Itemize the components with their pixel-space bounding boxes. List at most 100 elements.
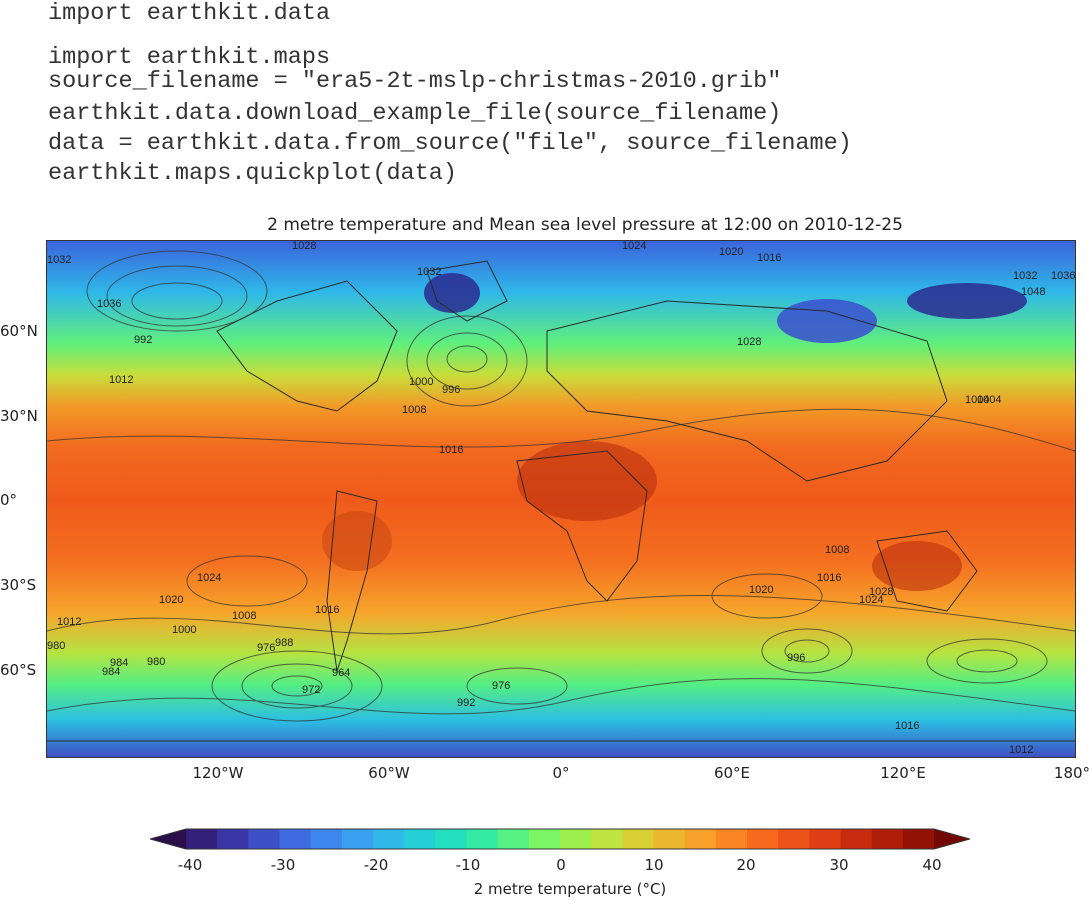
isobar-label: 1032 <box>417 266 441 278</box>
isobar-label: 980 <box>147 656 165 668</box>
colorbar-segment <box>840 829 873 849</box>
colorbar-segment <box>248 829 280 849</box>
colorbar-tick: 10 <box>644 856 664 874</box>
lon-label-120e: 120°E <box>880 764 926 782</box>
isobar-label: 1020 <box>159 594 183 606</box>
colorbar-segment <box>902 829 935 849</box>
isobar-label: 976 <box>492 680 510 692</box>
code-line-quickplot: earthkit.maps.quickplot(data) <box>48 160 457 187</box>
temperature-colorbar <box>150 828 970 850</box>
isobar-label: 996 <box>787 652 805 664</box>
lat-label-60s: 60°S <box>0 661 37 679</box>
isobar-label: 1008 <box>402 404 426 416</box>
map-title: 2 metre temperature and Mean sea level p… <box>267 215 903 235</box>
lon-label-180: 180° <box>1053 764 1090 782</box>
colorbar-segment <box>560 829 592 849</box>
isobar-label: 996 <box>442 384 460 396</box>
isobar-label: 1016 <box>895 720 919 732</box>
colorbar-extend-min <box>150 829 186 849</box>
lat-label-30n: 30°N <box>0 407 38 425</box>
colorbar-segment <box>747 829 779 849</box>
isobar-label: 1024 <box>859 594 883 606</box>
code-line-filename: source_filename = "era5-2t-mslp-christma… <box>48 68 782 95</box>
isobar-label: 992 <box>134 334 152 346</box>
isobar-label: 1032 <box>1013 270 1037 282</box>
lon-label-120w: 120°W <box>192 764 244 782</box>
isobar-label: 1008 <box>825 544 849 556</box>
colorbar-segment <box>310 829 343 849</box>
colorbar-tick: -10 <box>455 856 481 874</box>
isobar-label: 1028 <box>737 336 761 348</box>
cold-regions <box>424 273 1027 343</box>
colorbar-segment <box>528 829 561 849</box>
isobar-label: 1020 <box>719 246 743 258</box>
isobar-label: 1036 <box>97 298 121 310</box>
colorbar-segment <box>653 829 686 849</box>
colorbar-segment <box>497 829 530 849</box>
colorbar-segment <box>809 829 841 849</box>
colorbar-segment <box>778 829 810 849</box>
isobar-label: 1028 <box>869 586 893 598</box>
lat-label-0: 0° <box>0 491 18 509</box>
isobar-label: 1016 <box>757 252 781 264</box>
isobars <box>47 250 1075 722</box>
isobar-label: 1048 <box>1021 286 1045 298</box>
isobar-label: 1004 <box>965 394 989 406</box>
colorbar-extend-max <box>934 829 970 849</box>
isobar-label: 1012 <box>57 616 81 628</box>
colorbar-tick: -20 <box>363 856 389 874</box>
code-line-import-data: import earthkit.data <box>48 0 331 27</box>
code-line-download: earthkit.data.download_example_file(sour… <box>48 100 782 127</box>
temperature-map: 1028 1032 1036 1032 1024 1020 1016 1012 … <box>46 240 1076 758</box>
colorbar-tick: 40 <box>922 856 942 874</box>
isobar-label: 1020 <box>749 584 773 596</box>
colorbar-segment <box>591 829 623 849</box>
lon-label-60e: 60°E <box>713 764 751 782</box>
colorbar-tick: 20 <box>736 856 756 874</box>
isobar-label: 1008 <box>232 610 256 622</box>
colorbar-tick: 30 <box>829 856 849 874</box>
isobar-label: 992 <box>457 697 475 709</box>
lon-label-0: 0° <box>552 764 570 782</box>
colorbar-segment <box>871 829 904 849</box>
colorbar-segment <box>622 829 654 849</box>
coastlines <box>47 260 1075 742</box>
isobar-label: 988 <box>275 637 293 649</box>
colorbar-tick: 0 <box>556 856 566 874</box>
isobar-label: 984 <box>110 657 128 669</box>
colorbar-segment <box>404 829 436 849</box>
isobar-label: 1028 <box>292 241 316 252</box>
colorbar-tick: -30 <box>270 856 296 874</box>
isobar-label: 1024 <box>622 241 646 252</box>
isobar-label: 1012 <box>109 374 133 386</box>
lat-label-30s: 30°S <box>0 576 37 594</box>
colorbar-segment <box>341 829 374 849</box>
isobar-label: 1000 <box>409 376 433 388</box>
colorbar-segment <box>684 829 717 849</box>
isobar-label: 1016 <box>817 572 841 584</box>
isobar-label: 1024 <box>197 572 221 584</box>
isobar-label: 984 <box>102 666 120 678</box>
colorbar-segment <box>217 829 249 849</box>
isobar-label: 976 <box>257 642 275 654</box>
colorbar-tick: -40 <box>177 856 203 874</box>
colorbar-segment <box>373 829 405 849</box>
lat-label-60n: 60°N <box>0 322 38 340</box>
colorbar-outline <box>150 828 970 850</box>
isobar-label: 1032 <box>47 254 71 266</box>
isobar-label: 1012 <box>1009 744 1033 756</box>
isobar-label: 1036 <box>1051 270 1075 282</box>
lon-label-60w: 60°W <box>368 764 410 782</box>
code-line-from-source: data = earthkit.data.from_source("file",… <box>48 130 852 157</box>
colorbar-segment <box>466 829 499 849</box>
isobar-label: 1016 <box>315 604 339 616</box>
colorbar-segment <box>435 829 467 849</box>
isobar-label: 1000 <box>172 624 196 636</box>
colorbar-segment <box>186 829 218 849</box>
code-line-import-maps: import earthkit.maps <box>48 44 331 71</box>
colorbar-label: 2 metre temperature (°C) <box>473 880 667 898</box>
colorbar-segment <box>279 829 312 849</box>
isobar-label: 980 <box>47 640 65 652</box>
isobar-label: 1004 <box>977 394 1001 406</box>
isobar-label: 1016 <box>439 444 463 456</box>
